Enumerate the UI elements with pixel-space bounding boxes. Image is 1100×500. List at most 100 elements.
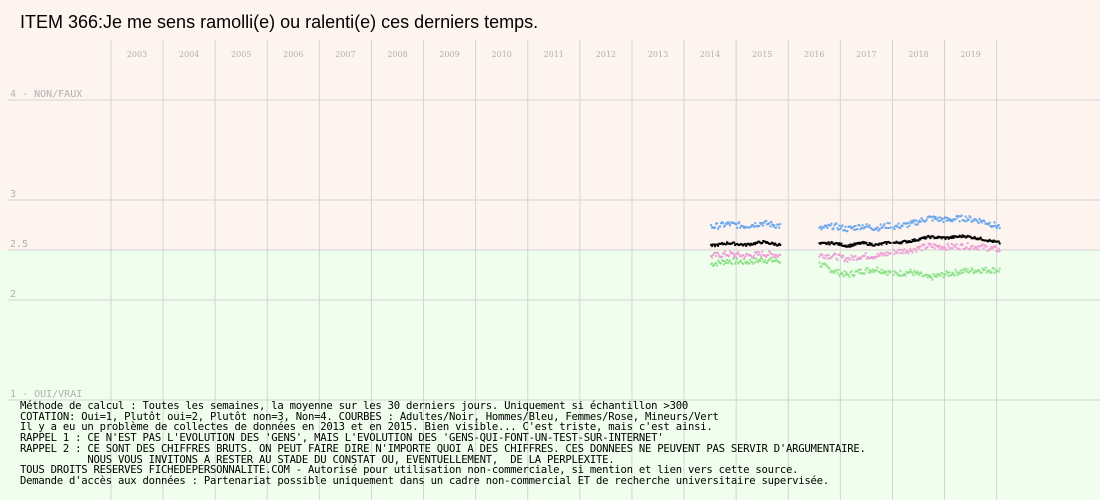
y-tick-label: 4 - NON/FAUX	[10, 89, 82, 100]
x-tick-label: 2009	[439, 50, 459, 59]
data-point	[736, 257, 739, 260]
data-point	[760, 223, 763, 226]
data-point	[724, 224, 727, 227]
data-point	[851, 274, 854, 277]
data-point	[988, 221, 991, 224]
data-point	[762, 224, 765, 227]
data-point	[837, 243, 840, 246]
data-point	[947, 274, 950, 277]
data-point	[764, 240, 767, 243]
data-point	[847, 273, 850, 276]
data-point	[757, 253, 760, 256]
data-point	[958, 248, 961, 251]
data-point	[828, 243, 831, 246]
data-point	[944, 216, 947, 219]
data-point	[960, 242, 963, 245]
data-point	[950, 218, 953, 221]
data-point	[889, 270, 892, 273]
data-point	[988, 269, 991, 272]
data-point	[838, 253, 841, 256]
data-point	[775, 253, 778, 256]
data-point	[860, 241, 863, 244]
x-tick-label: 2014	[700, 50, 720, 59]
data-point	[729, 260, 732, 263]
data-point	[859, 268, 862, 271]
data-point	[996, 250, 999, 253]
data-point	[948, 217, 951, 220]
data-point	[915, 250, 918, 253]
data-point	[711, 262, 714, 265]
data-point	[717, 227, 720, 230]
data-point	[726, 241, 729, 244]
data-point	[917, 272, 920, 275]
data-point	[899, 252, 902, 254]
data-point	[857, 268, 860, 271]
data-point	[732, 252, 735, 255]
data-points	[710, 214, 1001, 281]
data-point	[823, 225, 826, 228]
data-point	[767, 254, 770, 257]
data-point	[777, 244, 780, 247]
data-point	[972, 237, 975, 240]
data-point	[777, 260, 780, 263]
data-point	[956, 216, 959, 219]
data-point	[864, 225, 867, 228]
data-point	[746, 260, 749, 263]
data-point	[867, 225, 870, 228]
data-point	[897, 273, 900, 276]
x-axis-labels: 2003 2004 2005 2006 2007 2008 2009 2010 2011 2012…	[127, 50, 981, 59]
data-point	[866, 267, 869, 270]
data-point	[930, 276, 933, 279]
x-tick-label: 2012	[596, 50, 616, 59]
data-point	[920, 249, 923, 252]
y-tick-label: 3	[10, 189, 16, 200]
data-point	[715, 262, 718, 265]
data-point	[831, 241, 834, 244]
data-point	[981, 267, 984, 270]
data-point	[980, 271, 983, 274]
data-point	[844, 244, 847, 247]
data-point	[849, 243, 852, 246]
data-point	[842, 275, 845, 278]
data-point	[946, 243, 949, 246]
data-point	[737, 251, 740, 254]
data-point	[889, 241, 892, 244]
data-point	[716, 264, 719, 267]
data-point	[850, 270, 853, 273]
data-point	[833, 224, 836, 227]
data-point	[825, 264, 828, 267]
data-point	[868, 269, 871, 271]
data-point	[876, 226, 879, 229]
data-point	[905, 241, 908, 244]
data-point	[744, 261, 747, 264]
data-point	[908, 271, 911, 273]
data-point	[939, 274, 942, 277]
data-point	[931, 278, 934, 281]
data-point	[979, 219, 982, 222]
data-point	[892, 274, 895, 276]
data-point	[859, 258, 862, 260]
data-point	[761, 222, 764, 224]
data-point	[878, 270, 881, 273]
data-point	[821, 254, 824, 257]
data-point	[863, 254, 866, 257]
data-point	[841, 256, 844, 259]
data-point	[766, 262, 769, 264]
footnote-line: Méthode de calcul : Toutes les semaines,…	[20, 400, 688, 412]
data-point	[932, 243, 935, 246]
data-point	[760, 255, 763, 258]
series-mineurs	[710, 256, 1001, 281]
data-point	[720, 262, 723, 265]
data-point	[735, 223, 738, 226]
data-point	[739, 226, 742, 229]
data-point	[858, 272, 861, 275]
data-point	[754, 243, 757, 246]
data-point	[729, 224, 732, 227]
data-point	[896, 252, 899, 255]
data-point	[745, 244, 748, 247]
data-point	[723, 253, 726, 255]
data-point	[756, 242, 759, 244]
data-point	[856, 228, 859, 231]
data-point	[755, 257, 758, 260]
data-point	[974, 245, 977, 248]
